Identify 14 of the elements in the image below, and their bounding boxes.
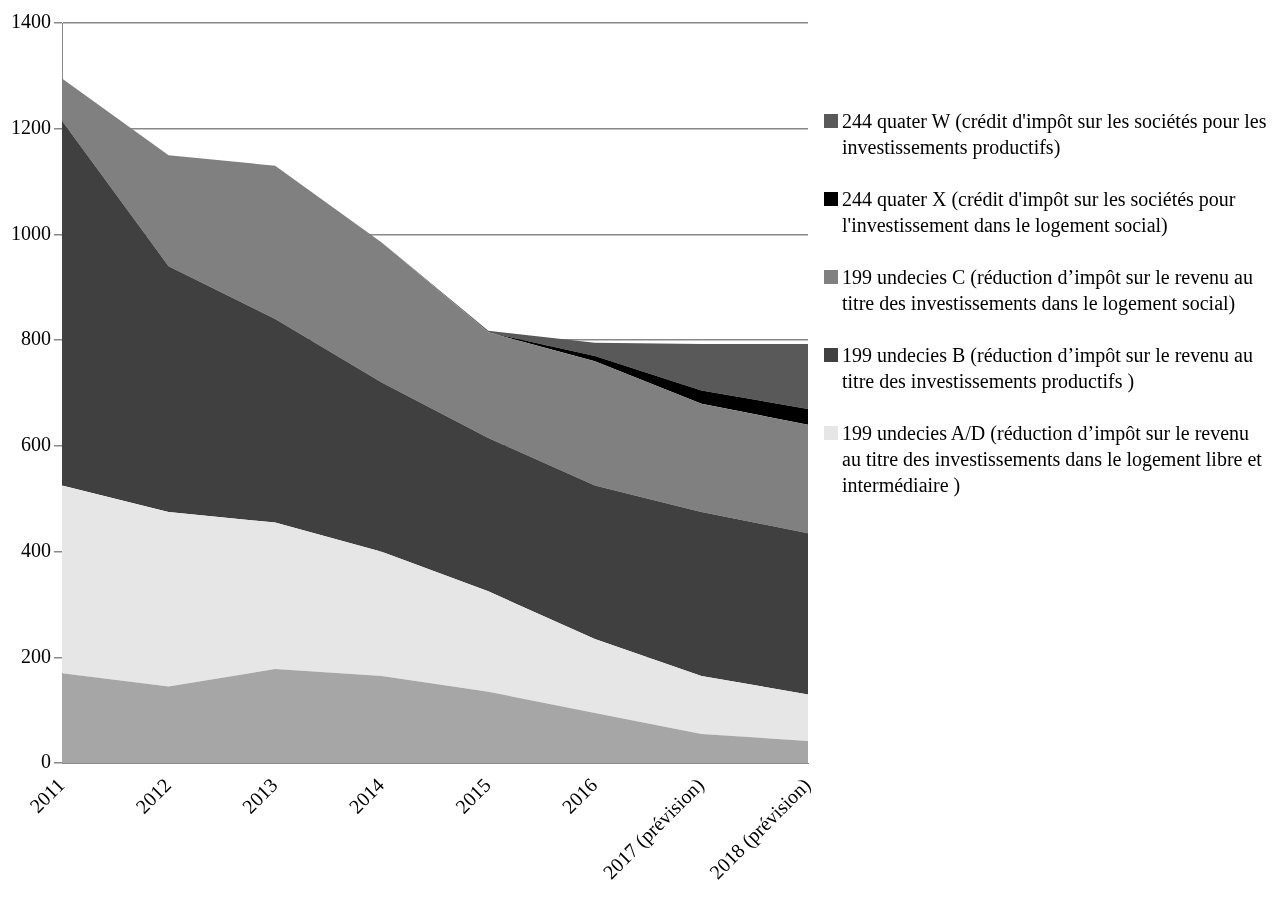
y-tick-label: 1000	[11, 221, 51, 244]
y-tick-label: 0	[41, 750, 51, 773]
y-tick-label: 800	[21, 327, 51, 350]
y-tick-label: 200	[21, 644, 51, 667]
y-tick-label: 600	[21, 433, 51, 456]
legend-label: 244 quater W (crédit d'impôt sur les sociétés pour les investissements productifs)	[842, 109, 1268, 160]
x-tick-label: 2011	[25, 773, 69, 817]
legend-label: 199 undecies B (réduction d’impôt sur le revenu au titre des investissements productifs )	[842, 343, 1254, 394]
y-tick-label: 400	[21, 538, 51, 561]
y-tick-label: 1400	[11, 10, 51, 33]
legend-label: 199 undecies C (réduction d’impôt sur le revenu au titre des investissements dans le logement social)	[842, 265, 1254, 316]
y-tick-label: 1200	[11, 115, 51, 138]
legend-label: 199 undecies A/D (réduction d’impôt sur le revenu au titre des investissements dans le logement libre et intermédiaire )	[842, 421, 1263, 498]
legend-label: 244 quater X (crédit d'impôt sur les sociétés pour l'investissement dans le logement social)	[842, 187, 1237, 238]
